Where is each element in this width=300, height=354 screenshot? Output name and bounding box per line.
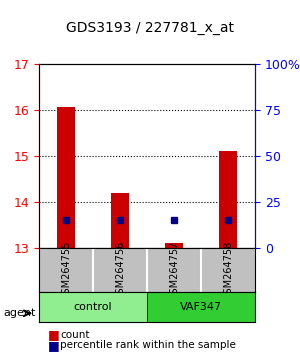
Bar [219, 151, 238, 248]
FancyBboxPatch shape [39, 292, 147, 322]
Bar [111, 193, 130, 248]
Text: percentile rank within the sample: percentile rank within the sample [60, 340, 236, 350]
FancyBboxPatch shape [147, 292, 255, 322]
Text: GSM264755: GSM264755 [61, 240, 71, 299]
Text: GSM264758: GSM264758 [223, 240, 233, 299]
Text: GSM264757: GSM264757 [169, 240, 179, 299]
Text: agent: agent [3, 308, 35, 318]
Text: control: control [74, 302, 112, 312]
Bar [165, 243, 184, 248]
Text: VAF347: VAF347 [180, 302, 222, 312]
Text: GSM264756: GSM264756 [115, 240, 125, 299]
Text: ■: ■ [48, 328, 60, 341]
Text: count: count [60, 330, 89, 339]
Text: GDS3193 / 227781_x_at: GDS3193 / 227781_x_at [66, 21, 234, 35]
Bar [56, 107, 76, 248]
Text: ■: ■ [48, 339, 60, 352]
